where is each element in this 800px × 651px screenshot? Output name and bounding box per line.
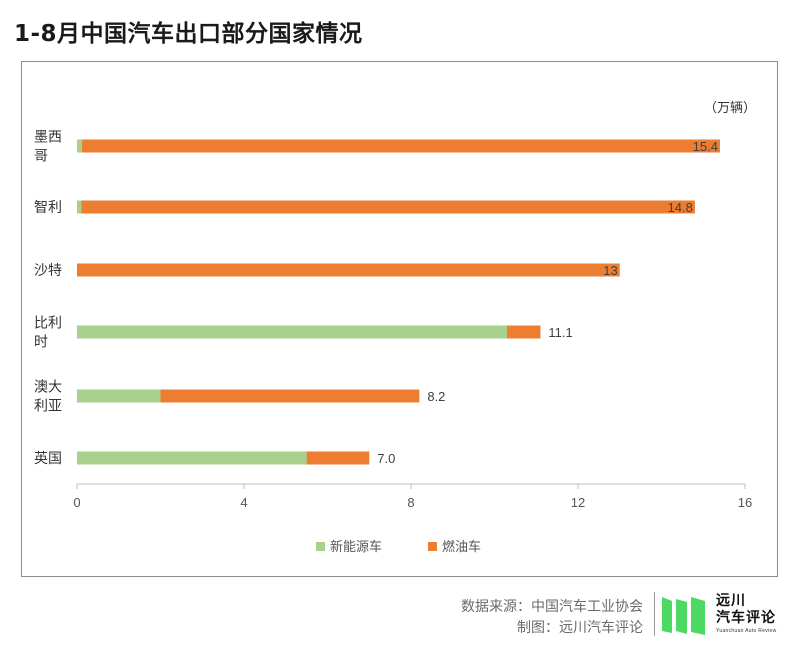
category-label: 哥 <box>34 149 48 165</box>
bar-fuel <box>82 139 720 153</box>
legend-label-new-energy: 新能源车 <box>330 539 382 555</box>
bar-fuel <box>81 200 695 214</box>
legend-swatch-new-energy <box>316 542 325 551</box>
bar-total-label: 14.8 <box>668 200 693 215</box>
bar-fuel <box>306 451 370 465</box>
bar-total-label: 15.4 <box>693 139 718 154</box>
bar-new-energy <box>77 451 307 465</box>
bar-new-energy <box>77 139 83 153</box>
x-tick-label: 0 <box>73 495 80 510</box>
category-label: 沙特 <box>34 263 62 279</box>
brand-subtitle: Yuanchuan Auto Review <box>716 628 777 634</box>
chart-frame: （万辆） 0 4 8 12 16 15.4 墨西哥 14.8 智利 13 沙特 11.1 比利时 8.2 澳大… <box>21 61 778 577</box>
chart-credit-note: 制图：远川汽车评论 <box>517 620 643 636</box>
category-label: 利亚 <box>34 399 62 415</box>
bar-fuel <box>160 389 420 403</box>
legend-swatch-fuel <box>428 542 437 551</box>
bar-new-energy <box>77 325 508 339</box>
bar-new-energy <box>77 389 161 403</box>
bar-new-energy <box>77 200 82 214</box>
brand-logo-icon <box>662 597 705 635</box>
category-label: 比利 <box>34 316 62 332</box>
bar-fuel <box>77 263 620 277</box>
bar-total-label: 13 <box>603 263 617 278</box>
category-label: 智利 <box>34 200 62 216</box>
brand-name: 远川 汽车评论 <box>716 593 776 627</box>
x-tick-label: 16 <box>738 495 752 510</box>
brand-name-line1: 远川 <box>716 593 746 609</box>
x-tick-label: 4 <box>240 495 247 510</box>
x-tick-label: 8 <box>407 495 414 510</box>
bar-total-label: 11.1 <box>548 325 572 340</box>
category-label: 英国 <box>34 450 62 467</box>
page-title: 1-8月中国汽车出口部分国家情况 <box>14 21 363 47</box>
bar-total-label: 8.2 <box>427 389 445 404</box>
unit-label: （万辆） <box>704 101 756 116</box>
brand-name-line2: 汽车评论 <box>716 610 776 626</box>
category-label: 时 <box>34 335 48 351</box>
bar-chart: （万辆） 0 4 8 12 16 15.4 墨西哥 14.8 智利 13 沙特 11.1 比利时 8.2 澳大… <box>34 101 756 555</box>
bar-fuel <box>507 325 541 339</box>
category-label: 墨西 <box>34 130 62 146</box>
data-source-note: 数据来源：中国汽车工业协会 <box>461 599 643 615</box>
category-label: 澳大 <box>34 380 62 396</box>
x-tick-label: 12 <box>571 495 585 510</box>
bar-total-label: 7.0 <box>377 451 395 466</box>
brand-divider <box>654 592 655 636</box>
legend-label-fuel: 燃油车 <box>442 539 481 555</box>
